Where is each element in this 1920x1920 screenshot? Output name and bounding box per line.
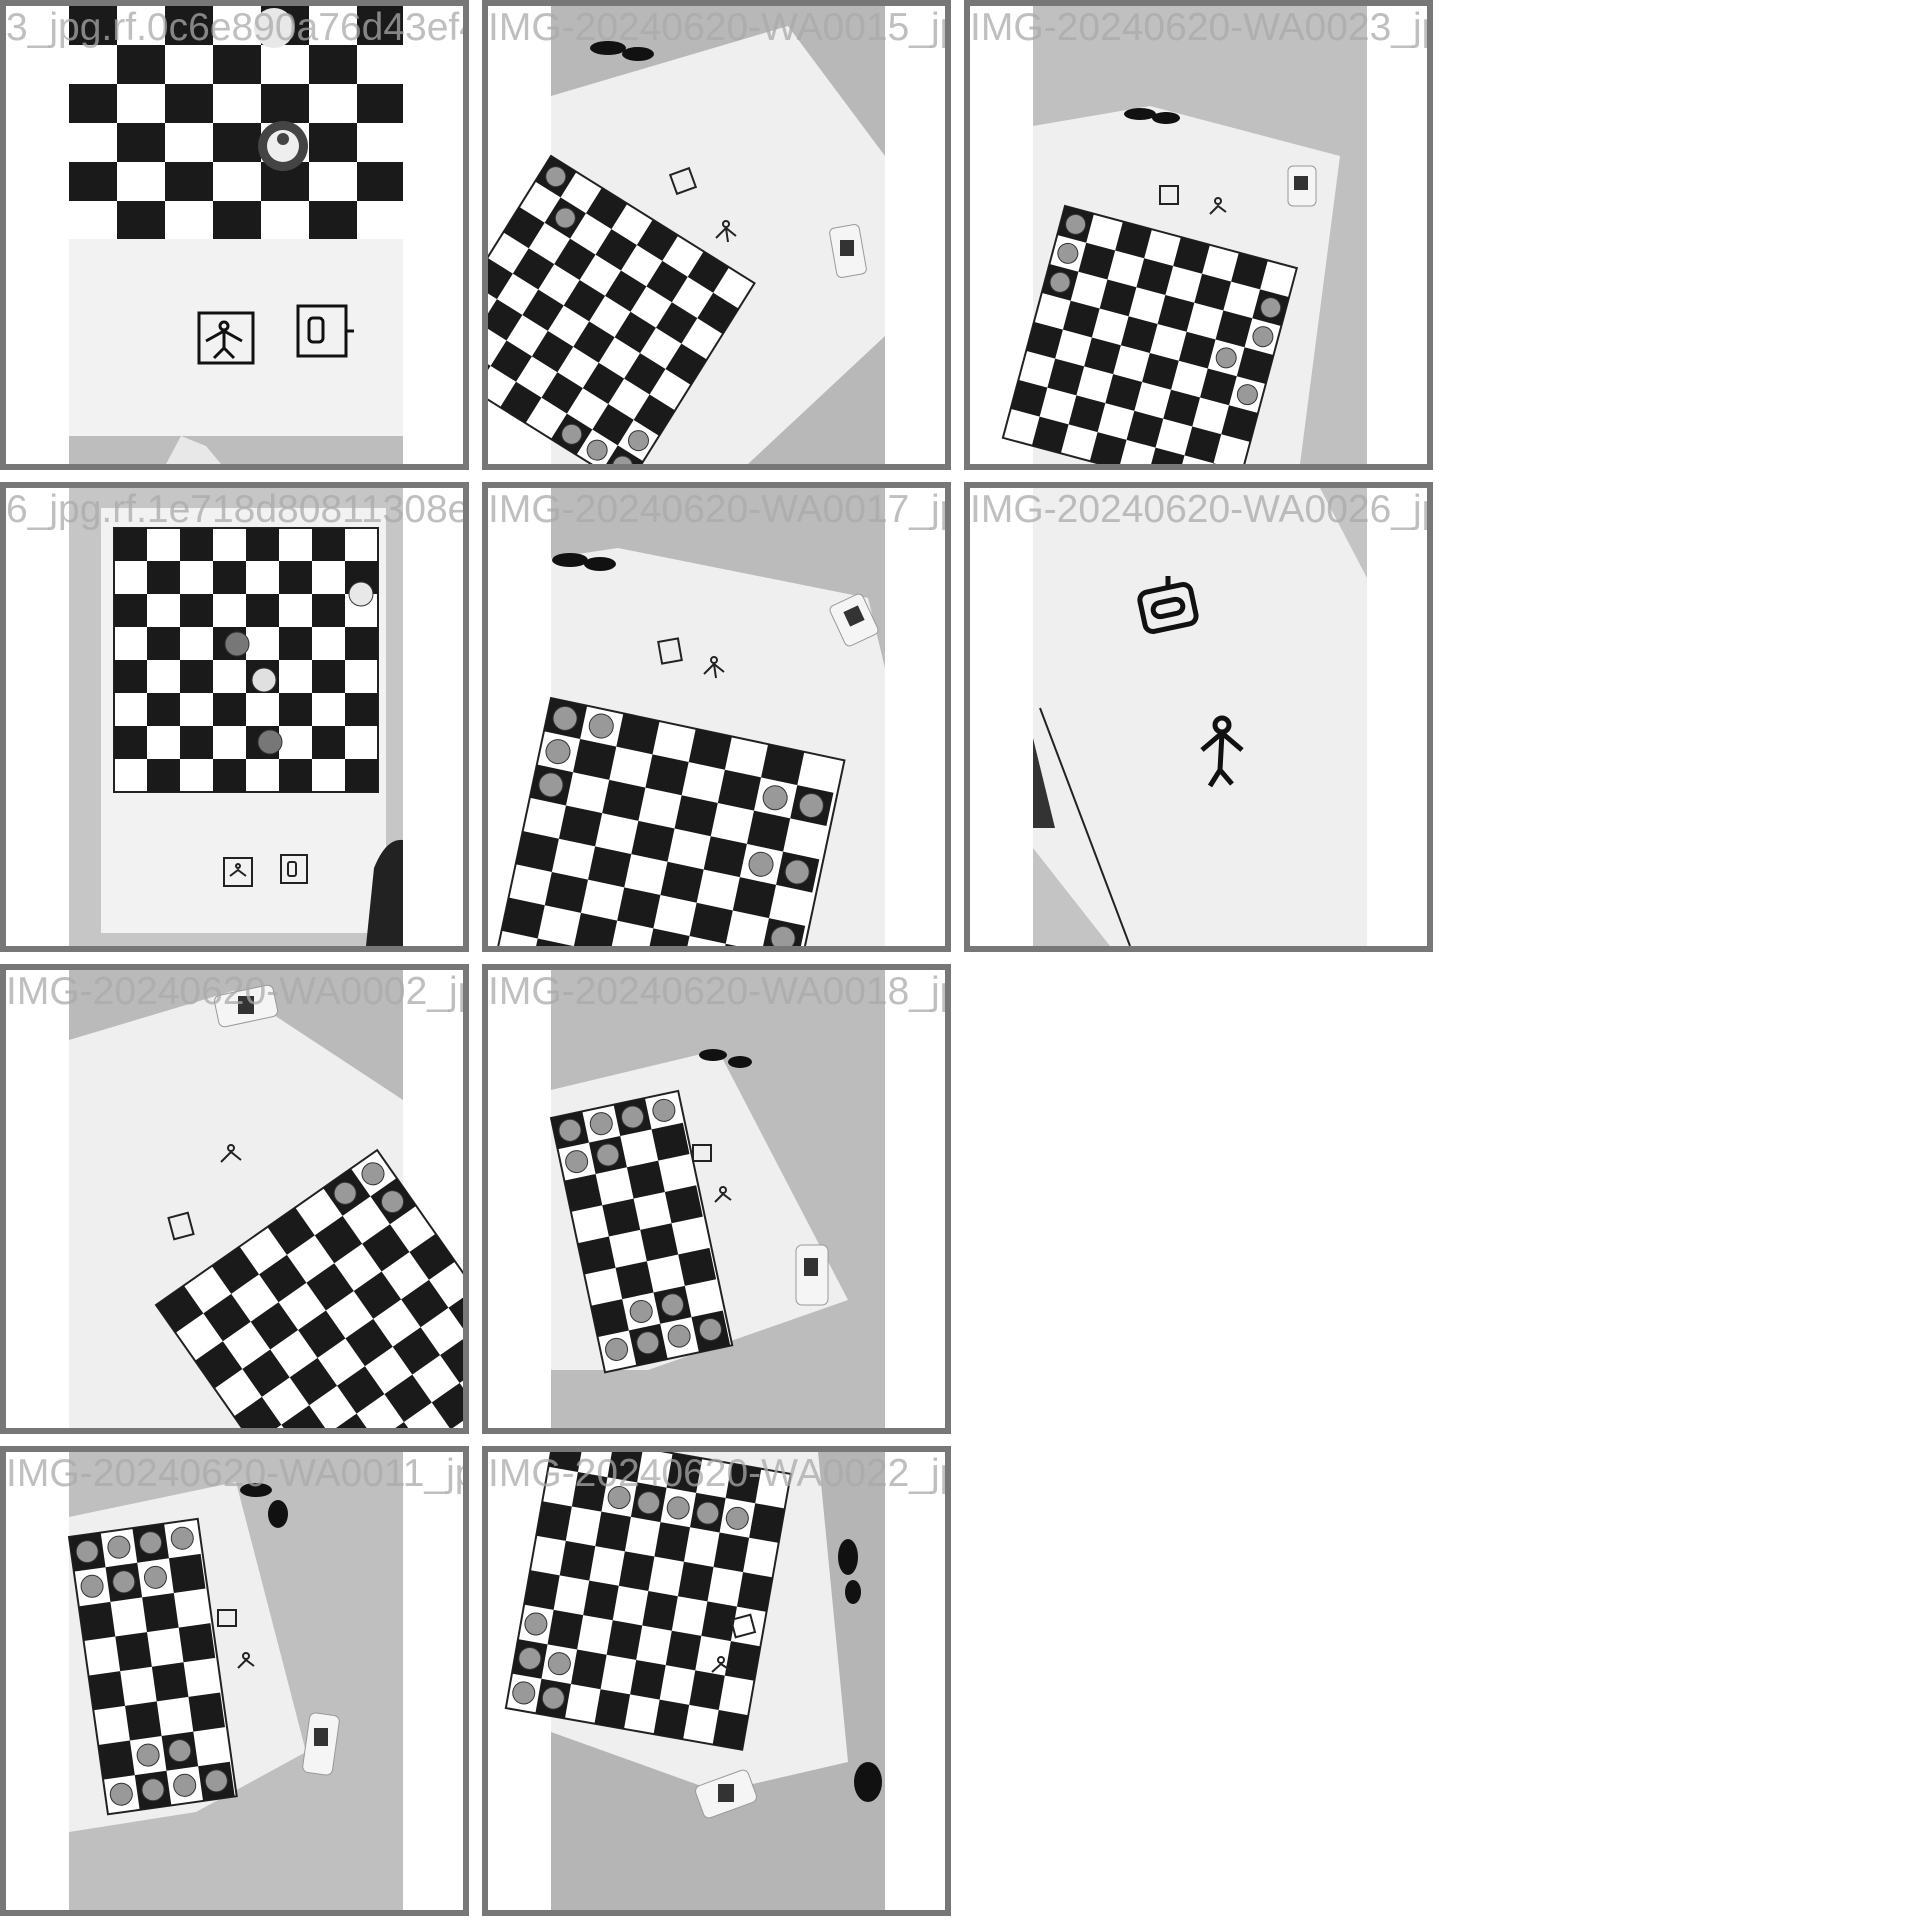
image-tile[interactable]: 6_jpg.rf.1e718d80811308ebe8b5e990d28b1f [0,482,469,952]
paper-sheet [1033,488,1367,946]
timer-device-icon [695,1769,757,1819]
person-symbol-icon [715,220,737,243]
photo-chessboard-full [6,488,463,946]
person-symbol-icon [223,857,253,887]
timer-device-icon [795,1244,829,1306]
bag-icon [366,839,403,946]
chessboard [493,696,846,946]
photo-chessboard-angled [488,488,945,946]
person-symbol-icon [714,1186,732,1203]
person-symbol-icon [1200,715,1244,788]
image-tile[interactable]: IMG-20240620-WA0026_jpg.rf.92d01c281e506 [964,482,1433,952]
photo-paper-symbols [970,488,1427,946]
robot-symbol-icon [1137,576,1199,634]
robot-symbol-icon [296,304,354,358]
person-symbol-icon [197,311,255,365]
chessboard [69,6,403,239]
image-tile[interactable]: IMG-20240620-WA0018_jpg.rf.ca8d9b767000a [482,964,951,1434]
robot-symbol-icon [692,1144,712,1162]
photo-chessboard-angled [488,1452,945,1910]
chessboard [113,527,379,793]
photo-chessboard-angled [970,6,1427,464]
photo-chessboard-angled [488,970,945,1428]
timer-device-icon [829,224,867,278]
person-symbol-icon [237,1652,255,1669]
pawn-piece-icon [258,121,308,171]
person-symbol-icon [711,1656,731,1673]
image-tile[interactable]: IMG-20240620-WA0015_jpg.rf.6327706209 [482,0,951,470]
image-tile[interactable]: 3_jpg.rf.0c6e890a76d43ef44d8 [0,0,469,470]
timer-device-icon [213,984,279,1028]
sunglasses-icon [1124,108,1180,124]
photo-chessboard-angled [6,970,463,1428]
image-tile[interactable]: IMG-20240620-WA0022_jpg.rf.2cf96e1add902 [482,1446,951,1916]
photo-chessboard-angled [488,6,945,464]
photo-chessboard-closeup [6,6,463,464]
chessboard [504,1452,792,1751]
photo-chessboard-angled [6,1452,463,1910]
timer-device-icon [829,593,879,647]
image-tile[interactable]: IMG-20240620-WA0002_jpg.rf.4e96126ec [0,964,469,1434]
robot-symbol-icon [280,854,308,884]
person-symbol-icon [1209,197,1227,215]
chessboard [154,1148,463,1428]
image-tile[interactable]: IMG-20240620-WA0011_jpg.rf.4e7029be85 [0,1446,469,1916]
person-symbol-icon [703,656,725,679]
robot-symbol-icon [217,1609,237,1627]
robot-symbol-icon [729,1613,757,1639]
timer-device-icon [302,1712,340,1776]
chessboard [488,154,756,464]
robot-symbol-icon [167,1211,195,1241]
sunglasses-icon [699,1049,752,1068]
person-symbol-icon [220,1144,242,1163]
sunglasses-icon [590,41,654,61]
chessboard [1001,204,1299,464]
sunglasses-icon [240,1483,288,1528]
chessboard [549,1089,734,1374]
sunglasses-icon [552,553,616,571]
timer-device-icon [1287,165,1317,207]
robot-symbol-icon [657,637,683,665]
image-tile[interactable]: IMG-20240620-WA0017_jpg.rf.9e2b24626b [482,482,951,952]
robot-symbol-icon [668,166,698,196]
chessboard [67,1517,238,1816]
robot-symbol-icon [1159,185,1179,205]
sunglasses-icon [838,1539,861,1604]
image-tile[interactable]: IMG-20240620-WA0023_jpg.rf.8fe27e4b3f532 [964,0,1433,470]
